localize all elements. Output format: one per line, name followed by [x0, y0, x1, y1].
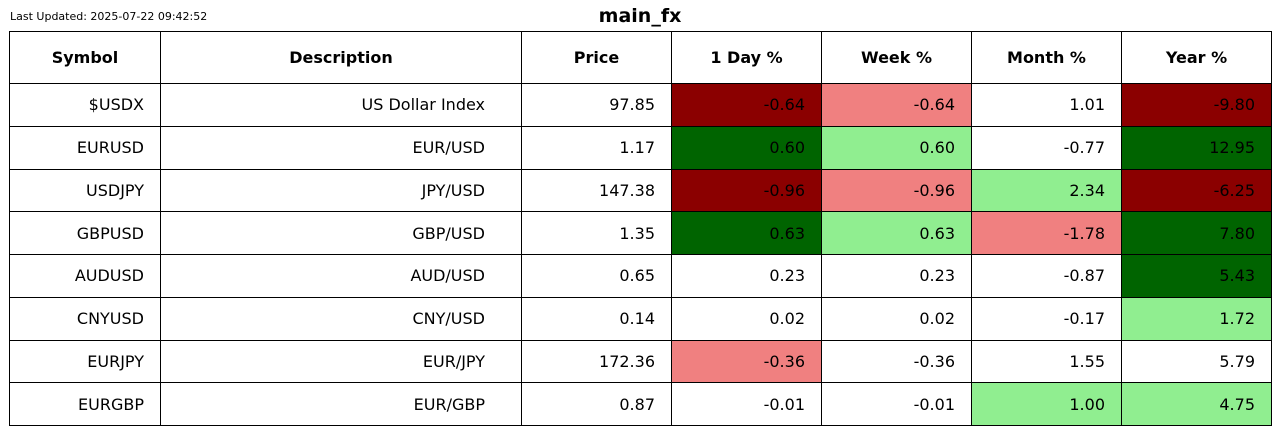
price-cell: 1.35 — [521, 211, 672, 255]
month-pct-cell: 1.00 — [971, 382, 1122, 426]
symbol-cell: AUDUSD — [9, 254, 161, 298]
day-pct-cell: 0.02 — [671, 296, 822, 341]
price-cell: 147.38 — [521, 168, 672, 213]
symbol-cell: $USDX — [9, 83, 161, 127]
table-body: $USDX US Dollar Index 97.85 -0.64 -0.64 1.01-… — [9, 83, 1272, 426]
price-cell: 0.65 — [521, 254, 672, 298]
header-1-day-pct: 1 Day % — [671, 31, 822, 84]
price-cell: 0.87 — [521, 382, 672, 426]
day-pct-cell: 0.60 — [671, 125, 822, 170]
description-cell: CNY/USD — [160, 296, 522, 341]
year-pct-cell: 5.43 — [1121, 254, 1272, 298]
week-pct-cell: 0.23 — [821, 254, 972, 298]
header-row: Symbol Description Price 1 Day % Week % … — [9, 31, 1272, 84]
day-pct-cell: 0.23 — [671, 254, 822, 298]
month-pct-cell: -1.78 — [971, 211, 1122, 255]
year-pct-cell: 12.95 — [1121, 125, 1272, 170]
week-pct-cell: -0.64 — [821, 83, 972, 127]
week-pct-cell: 0.02 — [821, 296, 972, 341]
table-row: $USDX US Dollar Index 97.85 -0.64 -0.64 1.01-… — [9, 83, 1272, 127]
table-row: AUDUSD AUD/USD 0.65 0.23 0.23 -0.87 5.43 — [9, 254, 1272, 298]
description-cell: GBP/USD — [160, 211, 522, 255]
symbol-cell: USDJPY — [9, 168, 161, 213]
price-cell: 0.14 — [521, 296, 672, 341]
year-pct-cell: 7.80 — [1121, 211, 1272, 255]
month-pct-cell: -0.77 — [971, 125, 1122, 170]
price-cell: 97.85 — [521, 83, 672, 127]
description-cell: AUD/USD — [160, 254, 522, 298]
header-year-pct: Year % — [1121, 31, 1272, 84]
day-pct-cell: -0.96 — [671, 168, 822, 213]
day-pct-cell: 0.63 — [671, 211, 822, 255]
week-pct-cell: -0.01 — [821, 382, 972, 426]
description-cell: US Dollar Index — [160, 83, 522, 127]
month-pct-cell: -0.17 — [971, 296, 1122, 341]
symbol-cell: EURUSD — [9, 125, 161, 170]
day-pct-cell: -0.01 — [671, 382, 822, 426]
fx-table: Symbol Description Price 1 Day % Week % … — [9, 31, 1272, 426]
header-symbol: Symbol — [9, 31, 161, 84]
symbol-cell: EURJPY — [9, 339, 161, 384]
price-cell: 172.36 — [521, 339, 672, 384]
header-month-pct: Month % — [971, 31, 1122, 84]
table-row: EURJPY EUR/JPY 172.36 -0.36 -0.36 1.55 5.79 — [9, 339, 1272, 384]
last-updated-label: Last Updated: 2025-07-22 09:42:52 — [10, 10, 208, 23]
week-pct-cell: 0.63 — [821, 211, 972, 255]
year-pct-cell: -9.80 — [1121, 83, 1272, 127]
table-row: CNYUSD CNY/USD 0.14 0.02 0.02 -0.17 1.72 — [9, 296, 1272, 341]
day-pct-cell: -0.36 — [671, 339, 822, 384]
symbol-cell: CNYUSD — [9, 296, 161, 341]
week-pct-cell: -0.96 — [821, 168, 972, 213]
description-cell: EUR/USD — [160, 125, 522, 170]
header-price: Price — [521, 31, 672, 84]
month-pct-cell: 1.01 — [971, 83, 1122, 127]
day-pct-cell: -0.64 — [671, 83, 822, 127]
symbol-cell: EURGBP — [9, 382, 161, 426]
table-row: USDJPY JPY/USD 147.38 -0.96 -0.96 2.34 -6.25 — [9, 168, 1272, 213]
month-pct-cell: 2.34 — [971, 168, 1122, 213]
table-row: EURGBP EUR/GBP 0.87 -0.01 -0.01 1.00 4.75 — [9, 382, 1272, 426]
symbol-cell: GBPUSD — [9, 211, 161, 255]
week-pct-cell: 0.60 — [821, 125, 972, 170]
table-title: main_fx — [598, 5, 682, 27]
header-week-pct: Week % — [821, 31, 972, 84]
table-row: EURUSD EUR/USD 1.17 0.60 0.60 -0.77 12.95 — [9, 125, 1272, 170]
year-pct-cell: 4.75 — [1121, 382, 1272, 426]
week-pct-cell: -0.36 — [821, 339, 972, 384]
month-pct-cell: 1.55 — [971, 339, 1122, 384]
table-row: GBPUSD GBP/USD 1.35 0.63 0.63 -1.78 7.80 — [9, 211, 1272, 255]
description-cell: EUR/GBP — [160, 382, 522, 426]
year-pct-cell: -6.25 — [1121, 168, 1272, 213]
description-cell: JPY/USD — [160, 168, 522, 213]
month-pct-cell: -0.87 — [971, 254, 1122, 298]
year-pct-cell: 5.79 — [1121, 339, 1272, 384]
header-description: Description — [160, 31, 522, 84]
price-cell: 1.17 — [521, 125, 672, 170]
year-pct-cell: 1.72 — [1121, 296, 1272, 341]
description-cell: EUR/JPY — [160, 339, 522, 384]
